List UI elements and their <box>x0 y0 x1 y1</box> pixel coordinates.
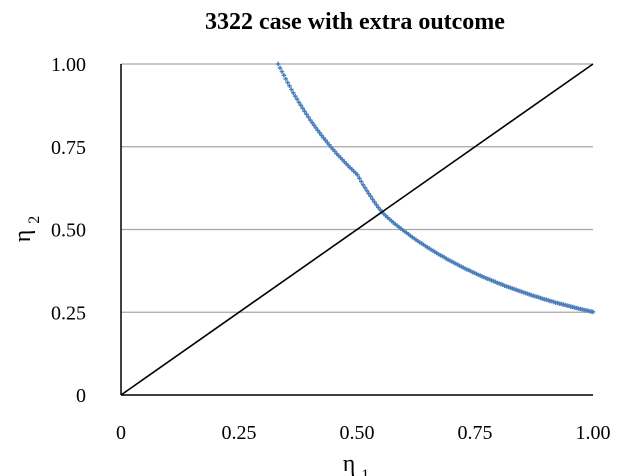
scatter-point <box>368 194 373 199</box>
scatter-point <box>292 93 298 99</box>
series-line-1 <box>120 63 594 396</box>
x-axis-label: η 1 <box>343 451 370 476</box>
scatter-point <box>279 69 285 74</box>
scatter-point <box>366 191 371 196</box>
scatter-point <box>275 61 281 67</box>
scatter-point <box>370 197 375 202</box>
scatter-point <box>306 114 311 120</box>
y-axis-label-subscript: 2 <box>26 216 43 224</box>
scatter-point <box>325 140 330 145</box>
scatter-point <box>308 117 313 123</box>
scatter-point <box>377 207 383 212</box>
chart-title: 3322 case with extra outcome <box>205 9 505 35</box>
x-tick-label-1: 0.25 <box>222 422 257 444</box>
scatter-point <box>313 125 319 131</box>
scatter-point <box>376 205 381 210</box>
scatter-point <box>304 112 309 117</box>
scatter-point <box>298 103 304 108</box>
scatter-point <box>372 199 377 205</box>
scatter-series-0 <box>275 61 596 315</box>
y-tick-label-4: 1.00 <box>51 54 86 76</box>
y-tick-label-1: 0.25 <box>51 302 86 324</box>
scatter-point <box>289 87 294 92</box>
scatter-point <box>323 137 328 143</box>
scatter-point <box>357 175 362 181</box>
x-tick-label-4: 1.00 <box>576 422 611 444</box>
scatter-point <box>590 309 596 315</box>
y-tick-label-0: 0 <box>76 385 86 407</box>
grid-lines <box>121 63 593 313</box>
scatter-point <box>287 83 292 89</box>
scatter-point <box>360 182 366 188</box>
series-layer <box>120 61 596 396</box>
tick-labels: 0 0.25 0.50 0.75 1.00 0 0.25 0.50 0.75 1.00 <box>51 54 611 444</box>
scatter-point <box>277 65 283 71</box>
x-tick-label-2: 0.50 <box>340 422 375 444</box>
scatter-point <box>317 130 322 136</box>
scatter-point <box>326 142 332 147</box>
scatter-point <box>364 188 370 193</box>
scatter-point <box>321 135 326 141</box>
scatter-point <box>374 202 379 207</box>
scatter-point <box>309 120 315 125</box>
scatter-point <box>283 76 288 82</box>
y-axis-label-main: η <box>10 230 36 243</box>
scatter-point <box>302 109 307 114</box>
scatter-point <box>328 144 334 150</box>
scatter-point <box>319 133 324 138</box>
scatter-point <box>294 96 300 102</box>
y-axis-label: η 2 <box>10 216 43 243</box>
x-axis-label-main: η <box>343 451 356 476</box>
x-tick-label-3: 0.75 <box>458 422 493 444</box>
scatter-point <box>311 123 317 128</box>
y-tick-label-2: 0.50 <box>51 220 86 242</box>
scatter-point <box>332 149 338 154</box>
scatter-point <box>359 179 364 184</box>
scatter-point <box>281 73 287 78</box>
scatter-point <box>285 80 290 85</box>
x-axis-label-subscript: 1 <box>361 467 369 476</box>
axes <box>120 64 593 396</box>
scatter-point <box>362 185 368 190</box>
scatter-point <box>291 90 296 95</box>
scatter-point <box>355 172 360 178</box>
x-tick-label-0: 0 <box>116 422 126 444</box>
scatter-point <box>300 106 305 111</box>
scatter-point <box>296 100 302 105</box>
scatter-point <box>315 128 321 133</box>
y-tick-label-3: 0.75 <box>51 137 86 159</box>
